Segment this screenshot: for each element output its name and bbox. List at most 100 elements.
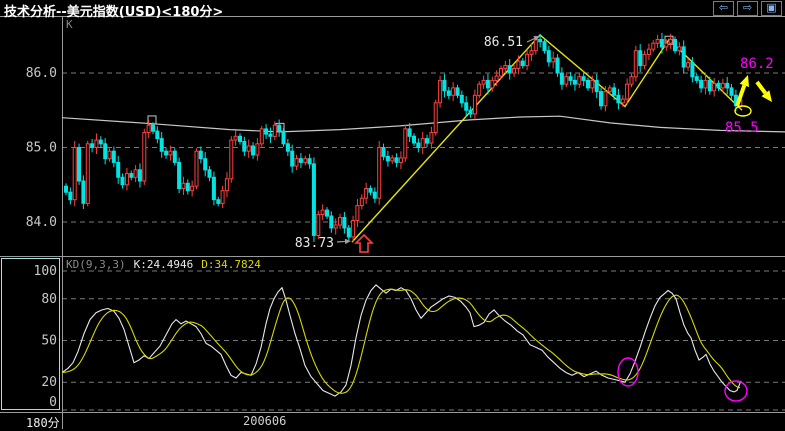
candle-up <box>577 76 582 85</box>
yellow-up-arrow-head <box>739 75 749 88</box>
candle-down <box>298 158 303 163</box>
moving-average-line <box>61 115 785 133</box>
kd-tick-label: 100 <box>34 264 57 279</box>
kd-indicator-name: KD(9,3,3) <box>66 258 126 271</box>
candle-up <box>564 76 569 85</box>
candle-down <box>211 176 216 201</box>
candle-up <box>686 62 690 68</box>
candle-up <box>124 173 129 186</box>
candle-up <box>494 75 499 81</box>
candle-down <box>216 199 221 204</box>
candle-down <box>203 158 208 171</box>
candle-down <box>159 138 164 152</box>
forward-arrow-icon: ⇨ <box>742 1 753 14</box>
candle-down <box>342 217 347 229</box>
candle-up <box>533 39 538 52</box>
kd-tick-label: 80 <box>41 292 57 307</box>
forward-button[interactable]: ⇨ <box>737 1 758 16</box>
peak-label-pointer-arrow-head <box>533 36 540 41</box>
candle-up <box>720 82 725 89</box>
candle-up <box>233 135 238 141</box>
low-label-pointer-arrow-shaft <box>336 240 346 243</box>
candle-down <box>638 50 643 67</box>
candle-up <box>246 145 251 152</box>
candle-up <box>338 217 342 226</box>
x-axis-date-label: 200606 <box>243 414 287 428</box>
low-label-pointer-arrow-head <box>344 238 351 245</box>
candle-down <box>568 76 573 81</box>
candle-down <box>137 169 142 182</box>
candle-down <box>538 39 543 43</box>
k-chart-label: K <box>66 18 73 31</box>
timeframe-label: 180分 <box>26 416 60 430</box>
candle-up <box>181 182 186 190</box>
candle-up <box>351 220 356 238</box>
candle-down <box>507 65 512 74</box>
yellow-up-arrow-shaft <box>735 84 747 107</box>
candle-down <box>659 39 664 48</box>
kd-panel-selection-box <box>1 258 60 410</box>
candle-down <box>329 215 334 229</box>
candle-down <box>412 135 416 144</box>
candle-down <box>586 79 590 89</box>
candle-up <box>607 87 612 93</box>
candle-down <box>172 150 177 163</box>
candle-down <box>572 79 577 85</box>
candle-up <box>516 60 521 69</box>
candle-down <box>716 82 721 89</box>
back-arrow-icon: ⇦ <box>718 1 729 14</box>
candle-down <box>277 124 282 132</box>
yellow-down-arrow-head <box>761 90 772 102</box>
candle-up <box>94 139 99 149</box>
candle-down <box>64 185 68 193</box>
candle-up <box>651 42 656 50</box>
candle-down <box>729 87 734 96</box>
restore-window-icon: ▣ <box>766 1 777 14</box>
back-button[interactable]: ⇦ <box>713 1 734 16</box>
candle-down <box>90 143 95 149</box>
candle-up <box>620 98 625 104</box>
candle-down <box>325 209 329 217</box>
candle-up <box>333 224 338 229</box>
candle-up <box>142 132 147 182</box>
candle-up <box>625 83 630 100</box>
candle-up <box>359 197 364 207</box>
candle-up <box>503 65 508 70</box>
kd-tick-label: 20 <box>41 375 57 390</box>
candle-up <box>420 138 425 149</box>
restore-window-button[interactable]: ▣ <box>761 1 782 16</box>
d-line <box>61 288 741 394</box>
target-low-label: 85.5 <box>725 120 759 136</box>
candle-down <box>616 94 621 104</box>
candle-up <box>438 79 443 104</box>
candle-up <box>133 169 138 178</box>
candle-down <box>198 150 203 160</box>
swing-square-marker <box>147 115 157 125</box>
candle-down <box>116 161 121 178</box>
candle-down <box>416 142 421 148</box>
candle-up <box>190 185 195 192</box>
candle-up <box>364 188 369 199</box>
candle-down <box>372 191 377 199</box>
candle-up <box>229 139 234 180</box>
candle-up <box>529 50 534 55</box>
candle-up <box>303 158 308 163</box>
candle-down <box>425 138 429 144</box>
candle-up <box>194 150 199 187</box>
candle-down <box>346 227 351 238</box>
candle-down <box>455 87 460 96</box>
candle-up <box>629 76 634 85</box>
kd-tick-label: 0 <box>49 395 57 410</box>
candle-down <box>594 79 599 93</box>
candle-up <box>451 87 456 96</box>
candle-up <box>107 150 112 160</box>
candle-down <box>690 62 695 78</box>
candle-down <box>381 147 386 157</box>
candle-down <box>251 145 255 156</box>
candle-down <box>707 79 712 92</box>
candle-down <box>464 102 469 111</box>
candle-up <box>429 132 434 144</box>
candle-up <box>377 147 382 199</box>
yellow-ellipse-marker <box>734 105 752 117</box>
